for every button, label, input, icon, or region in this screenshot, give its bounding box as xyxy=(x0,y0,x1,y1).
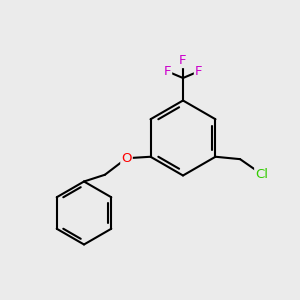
Text: F: F xyxy=(164,65,171,78)
Text: Cl: Cl xyxy=(255,168,268,181)
Text: F: F xyxy=(179,54,187,67)
Text: F: F xyxy=(195,65,202,78)
Text: O: O xyxy=(121,152,132,165)
